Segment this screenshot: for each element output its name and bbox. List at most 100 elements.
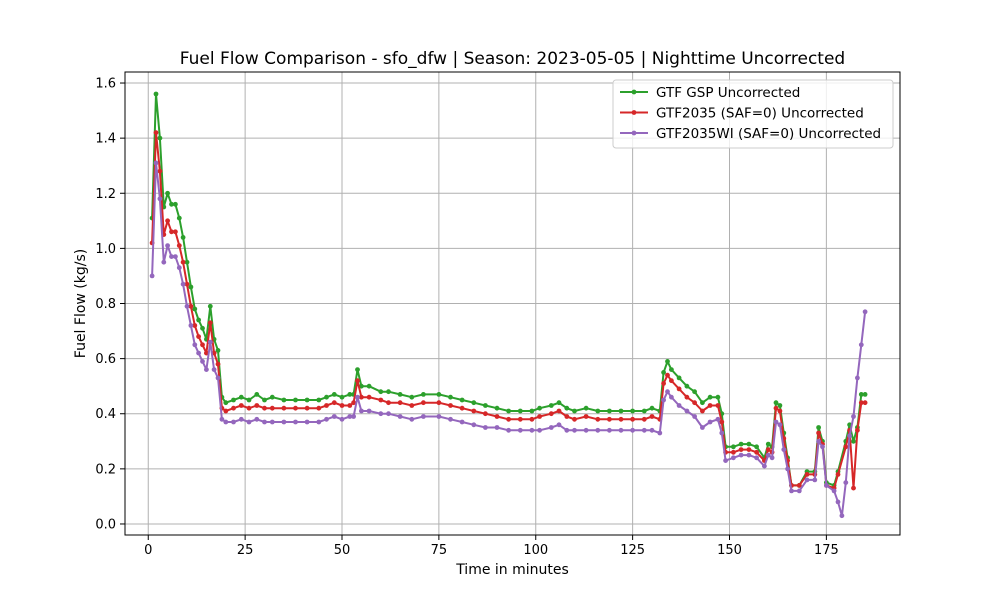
- data-point: [707, 403, 713, 408]
- legend-marker: [631, 130, 637, 136]
- data-point: [366, 408, 372, 414]
- data-point: [529, 416, 535, 422]
- data-point: [324, 416, 329, 422]
- data-point: [831, 488, 837, 494]
- data-point: [448, 416, 453, 422]
- data-point: [537, 405, 542, 411]
- data-point: [556, 400, 562, 406]
- data-point: [731, 444, 736, 450]
- data-point: [246, 419, 252, 425]
- data-point: [843, 480, 849, 485]
- data-point: [700, 400, 705, 406]
- x-tick-label: 150: [717, 543, 742, 558]
- data-point: [754, 449, 759, 455]
- data-point: [630, 416, 635, 422]
- data-point: [397, 400, 403, 406]
- data-point: [548, 411, 554, 417]
- data-point: [196, 334, 202, 339]
- data-point: [630, 427, 635, 433]
- data-point: [324, 403, 329, 408]
- data-point: [812, 477, 818, 483]
- data-point: [188, 323, 194, 328]
- data-point: [436, 400, 442, 406]
- data-point: [641, 427, 647, 433]
- data-point: [184, 281, 190, 287]
- data-point: [649, 427, 655, 433]
- data-point: [649, 414, 655, 419]
- x-tick-label: 100: [523, 543, 548, 558]
- data-point: [196, 317, 202, 323]
- data-point: [347, 392, 353, 397]
- data-point: [595, 416, 601, 422]
- data-point: [169, 254, 174, 259]
- chart-title: Fuel Flow Comparison - sfo_dfw | Season:…: [180, 49, 845, 69]
- data-point: [692, 400, 697, 406]
- data-point: [207, 320, 213, 326]
- data-point: [506, 408, 511, 414]
- x-tick-label: 175: [814, 543, 839, 558]
- data-point: [165, 190, 171, 196]
- data-point: [223, 419, 229, 425]
- data-point: [316, 419, 322, 425]
- data-point: [188, 303, 194, 309]
- data-point: [618, 416, 624, 422]
- data-point: [231, 405, 236, 411]
- data-point: [165, 218, 171, 224]
- data-point: [200, 342, 205, 348]
- data-point: [769, 455, 775, 461]
- data-point: [707, 394, 713, 400]
- data-point: [661, 397, 666, 403]
- data-point: [246, 405, 252, 411]
- data-point: [804, 477, 810, 483]
- data-point: [204, 367, 209, 372]
- data-point: [816, 425, 821, 430]
- data-point: [738, 452, 744, 458]
- data-point: [618, 408, 624, 414]
- data-point: [700, 425, 705, 430]
- data-point: [483, 411, 488, 417]
- legend-marker: [631, 110, 637, 115]
- data-point: [556, 422, 562, 428]
- data-point: [858, 400, 864, 406]
- data-point: [293, 419, 298, 425]
- data-point: [339, 416, 345, 422]
- data-point: [359, 394, 364, 400]
- legend-box: [612, 79, 894, 149]
- data-point: [459, 405, 465, 411]
- data-point: [176, 243, 182, 249]
- data-point: [839, 513, 845, 519]
- data-point: [676, 386, 682, 392]
- data-point: [207, 303, 213, 309]
- data-point: [359, 408, 364, 414]
- data-point: [355, 367, 360, 372]
- data-point: [564, 414, 570, 419]
- data-point: [436, 414, 442, 419]
- data-point: [684, 394, 690, 400]
- data-point: [851, 414, 856, 419]
- data-point: [529, 427, 535, 433]
- data-point: [293, 397, 298, 403]
- data-point: [421, 414, 426, 419]
- legend-label: GTF GSP Uncorrected: [656, 85, 800, 101]
- data-point: [448, 403, 453, 408]
- data-point: [754, 444, 759, 450]
- data-point: [517, 427, 523, 433]
- data-point: [331, 392, 337, 397]
- data-point: [184, 303, 190, 309]
- data-point: [483, 425, 488, 430]
- data-point: [304, 419, 310, 425]
- axis-ticks: 0 25 50 75 100 125 150 175 0.0 0.2 0.4 0.6 0.8 1.0 1.2…: [95, 77, 838, 558]
- series-3: [149, 160, 868, 519]
- y-tick-label: 1.0: [95, 242, 116, 257]
- data-point: [200, 359, 205, 364]
- data-point: [207, 339, 213, 345]
- data-point: [746, 441, 752, 447]
- data-point: [719, 419, 725, 425]
- data-point: [746, 452, 752, 458]
- data-point: [471, 408, 477, 414]
- data-point: [607, 408, 612, 414]
- data-point: [269, 419, 275, 425]
- data-point: [669, 378, 674, 384]
- data-point: [351, 414, 356, 419]
- data-point: [583, 414, 589, 419]
